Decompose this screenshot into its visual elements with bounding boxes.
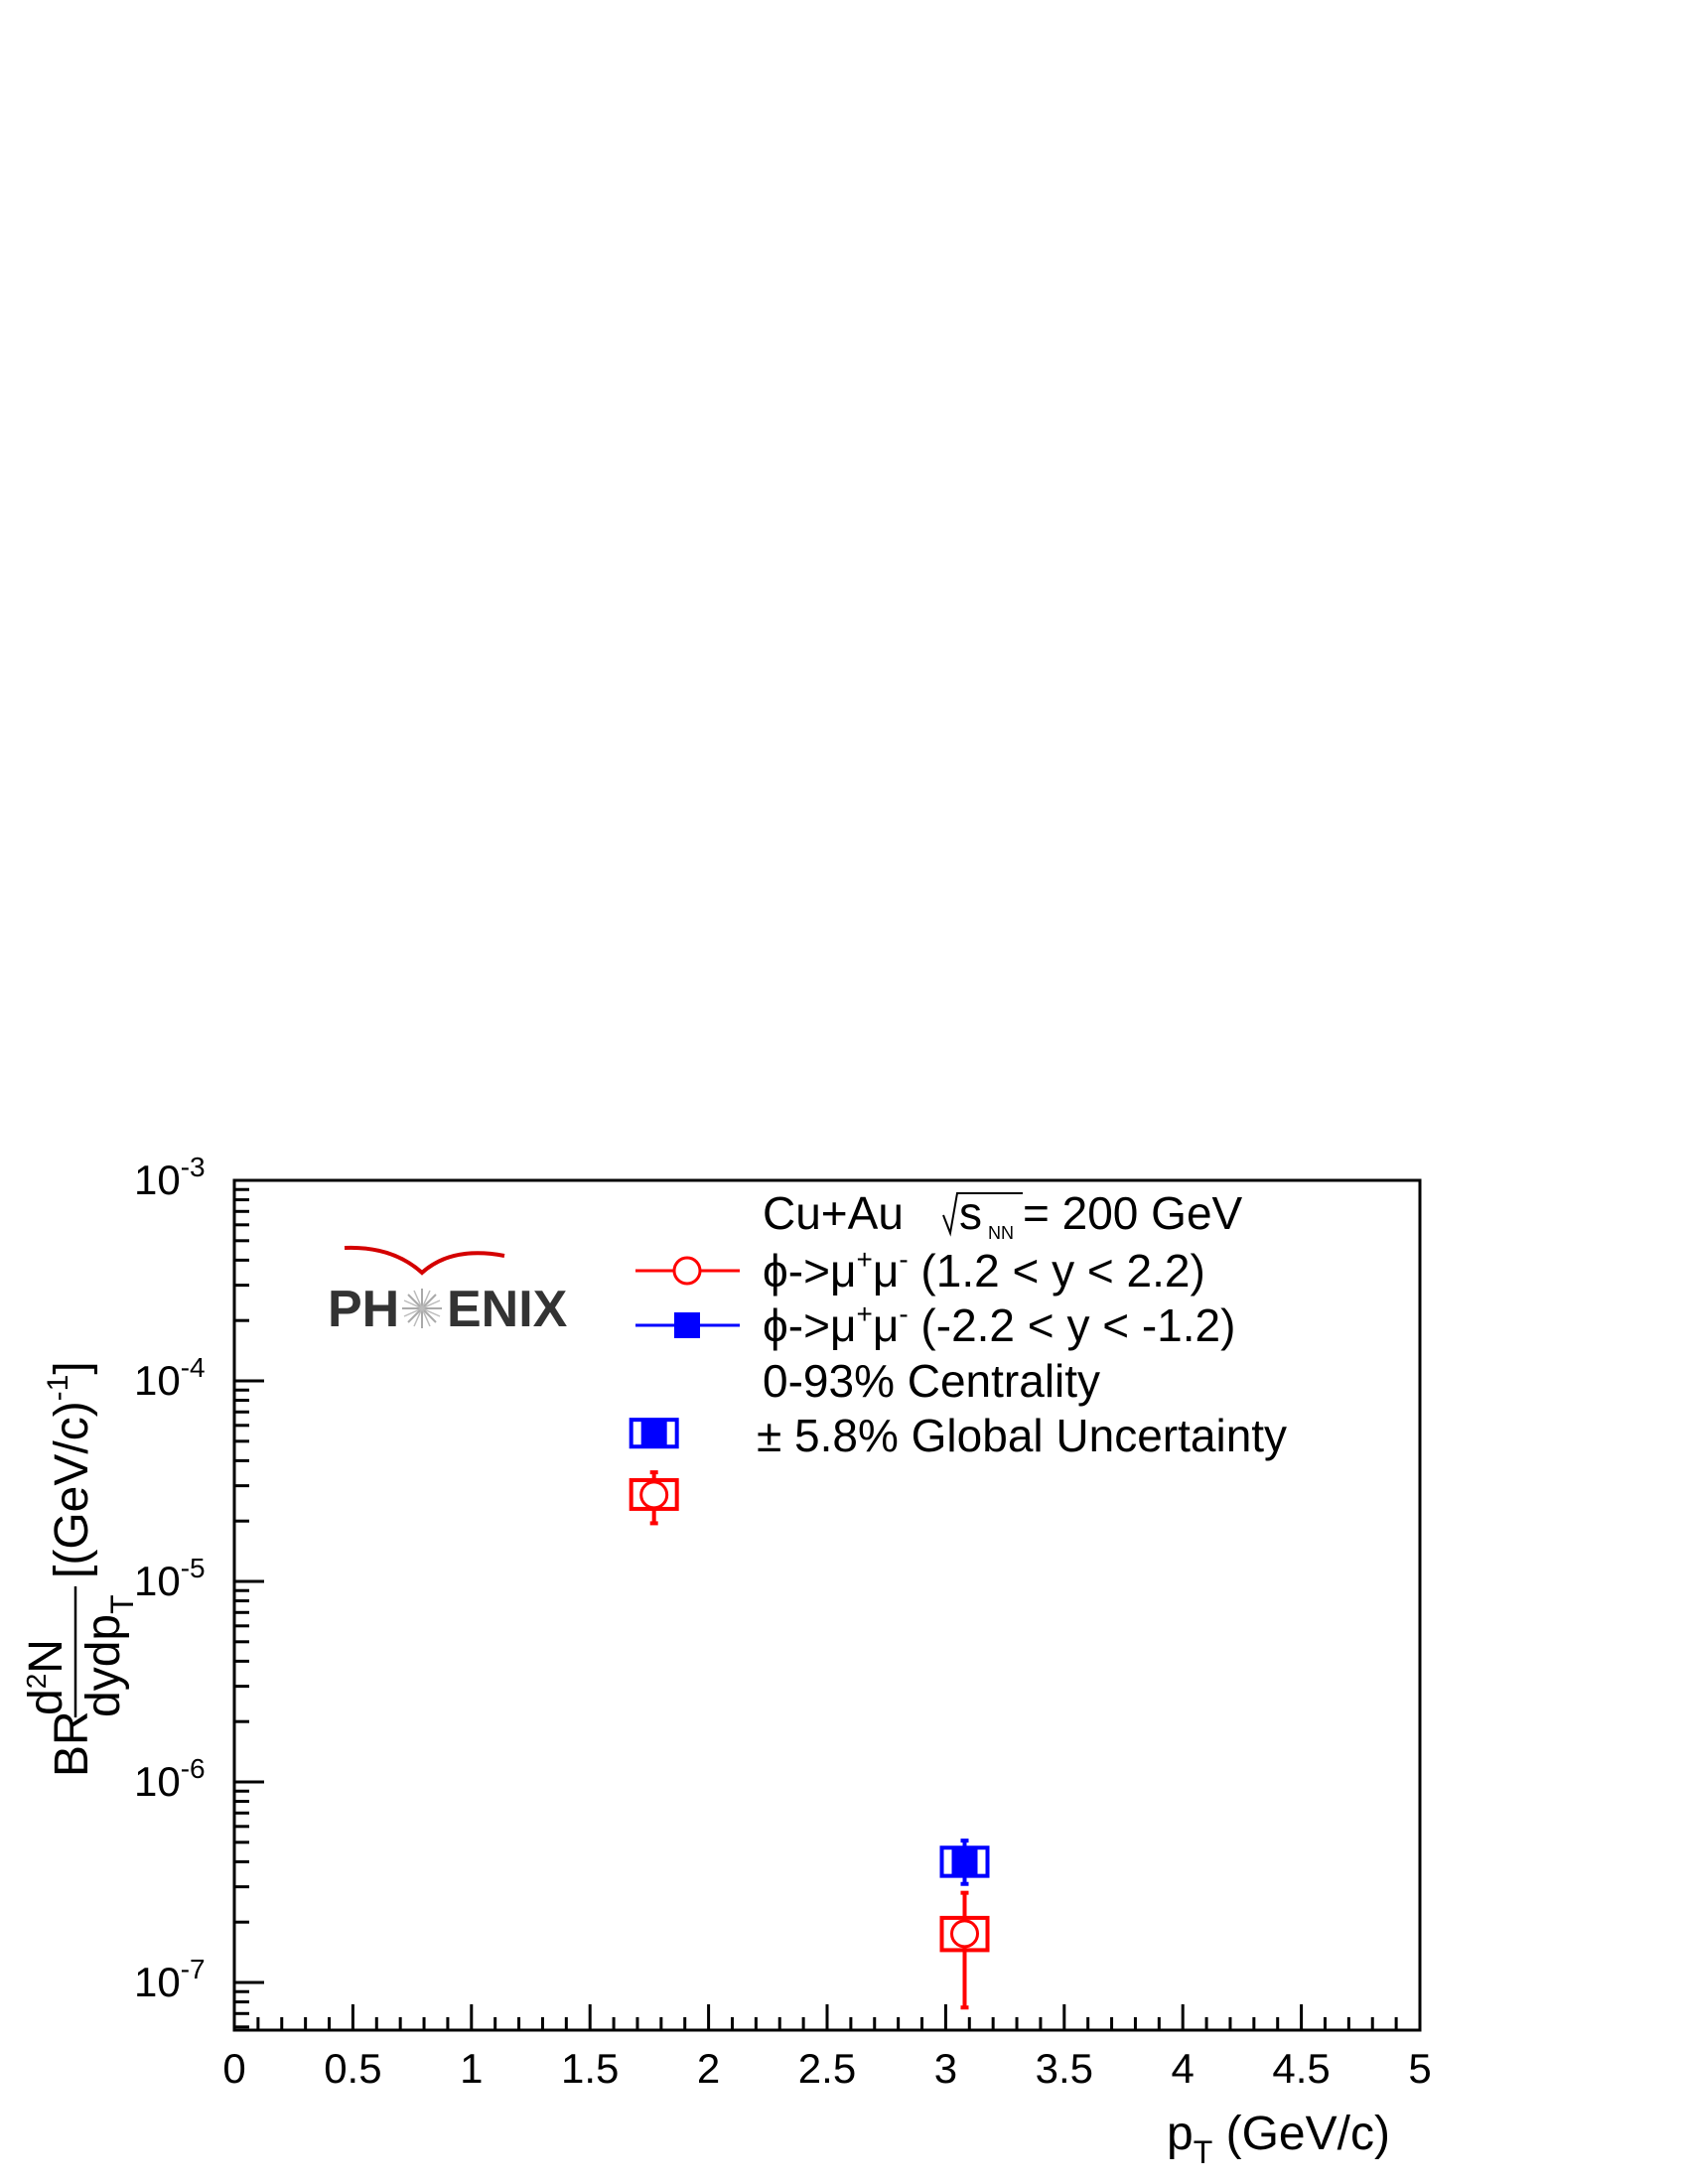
data-point-circle	[950, 1919, 980, 1949]
y-axis-tick-labels: 10-3 10-4 10-5 10-6 10-7	[134, 1152, 206, 2005]
annotation-system-suffix: = 200 GeV	[1023, 1187, 1243, 1239]
logo-star-icon	[402, 1289, 442, 1328]
y-tick-label: 10-6	[134, 1753, 206, 1805]
y-axis-ticks	[234, 1178, 264, 2029]
x-tick-label: 1.5	[561, 2045, 619, 2092]
y-axis-title-prefix: BR	[46, 1710, 98, 1777]
legend: Cu+Au s NN = 200 GeV ϕ->μ+μ- (1.2 < y < …	[635, 1187, 1287, 1461]
x-tick-label: 4.5	[1272, 2045, 1330, 2092]
legend-label-series-2: ϕ->μ+μ- (-2.2 < y < -1.2)	[763, 1298, 1235, 1351]
x-tick-label: 3	[934, 2045, 957, 2092]
x-tick-label: 4	[1172, 2045, 1195, 2092]
data-marks	[629, 1418, 990, 2010]
annotation-centrality: 0-93% Centrality	[763, 1355, 1100, 1407]
y-axis-title: BR d2N dydpT [(GeV/c)-1]	[20, 1361, 140, 1777]
y-axis-title-denominator: dydpT	[77, 1594, 140, 1717]
legend-label-series-1: ϕ->μ+μ- (1.2 < y < 2.2)	[763, 1244, 1205, 1297]
systematic-box	[629, 1418, 679, 1449]
legend-marker-series-1	[672, 1256, 702, 1286]
x-tick-label: 1	[460, 2045, 483, 2092]
x-tick-label: 3.5	[1036, 2045, 1093, 2092]
x-axis-ticks	[232, 2004, 1422, 2030]
annotation-system-s: s	[959, 1187, 982, 1239]
logo-arc	[344, 1245, 505, 1276]
x-tick-label: 0	[222, 2045, 245, 2092]
data-point-square	[951, 1848, 978, 1875]
sqrt-icon	[942, 1192, 1023, 1237]
annotation-system-s-sub: NN	[988, 1223, 1014, 1243]
y-axis-title-numerator: d2N	[20, 1639, 72, 1715]
x-tick-label: 2	[697, 2045, 720, 2092]
phenix-logo: PH ENIX	[328, 1245, 568, 1338]
data-point-square	[640, 1420, 667, 1446]
data-point-circle	[639, 1480, 669, 1510]
logo-text-right: ENIX	[447, 1281, 568, 1338]
legend-marker-series-2	[674, 1312, 700, 1338]
x-tick-label: 0.5	[324, 2045, 381, 2092]
x-tick-label: 5	[1408, 2045, 1431, 2092]
y-tick-label: 10-4	[134, 1352, 206, 1404]
annotation-global-uncertainty: ± 5.8% Global Uncertainty	[757, 1410, 1287, 1461]
y-axis-title-bracket: [(GeV/c)-1]	[42, 1361, 98, 1578]
y-tick-label: 10-7	[134, 1954, 206, 2005]
annotation-system: Cu+Au	[763, 1187, 904, 1239]
logo-text-left: PH	[328, 1281, 399, 1338]
y-tick-label: 10-3	[134, 1152, 206, 1203]
x-axis-title: pT (GeV/c)	[1167, 2108, 1390, 2170]
y-tick-label: 10-5	[134, 1553, 206, 1604]
x-tick-label: 2.5	[798, 2045, 856, 2092]
x-axis-tick-labels: 0 0.5 1 1.5 2 2.5 3 3.5 4 4.5 5	[222, 2045, 1431, 2092]
